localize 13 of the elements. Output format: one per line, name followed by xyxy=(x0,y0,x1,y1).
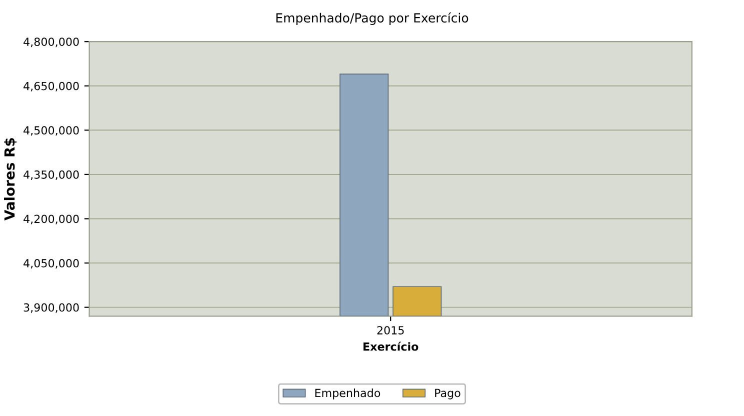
y-tick-label: 4,350,000 xyxy=(24,170,79,180)
y-tick-label: 4,500,000 xyxy=(24,126,79,136)
y-tick-label: 3,900,000 xyxy=(24,303,79,313)
chart-title: Empenhado/Pago por Exercício xyxy=(276,12,468,26)
y-tick-label: 4,050,000 xyxy=(24,258,79,269)
y-tick-label: 4,800,000 xyxy=(24,38,79,48)
x-tick-label: 2015 xyxy=(377,326,404,334)
legend-label: Empenhado xyxy=(315,388,380,400)
y-tick-label: 4,200,000 xyxy=(24,214,79,224)
x-axis-title: Exercício xyxy=(364,342,418,351)
y-axis-title: Valores R$ xyxy=(4,138,17,221)
legend-label: Pago xyxy=(435,388,460,400)
y-tick-label: 4,650,000 xyxy=(24,82,79,92)
